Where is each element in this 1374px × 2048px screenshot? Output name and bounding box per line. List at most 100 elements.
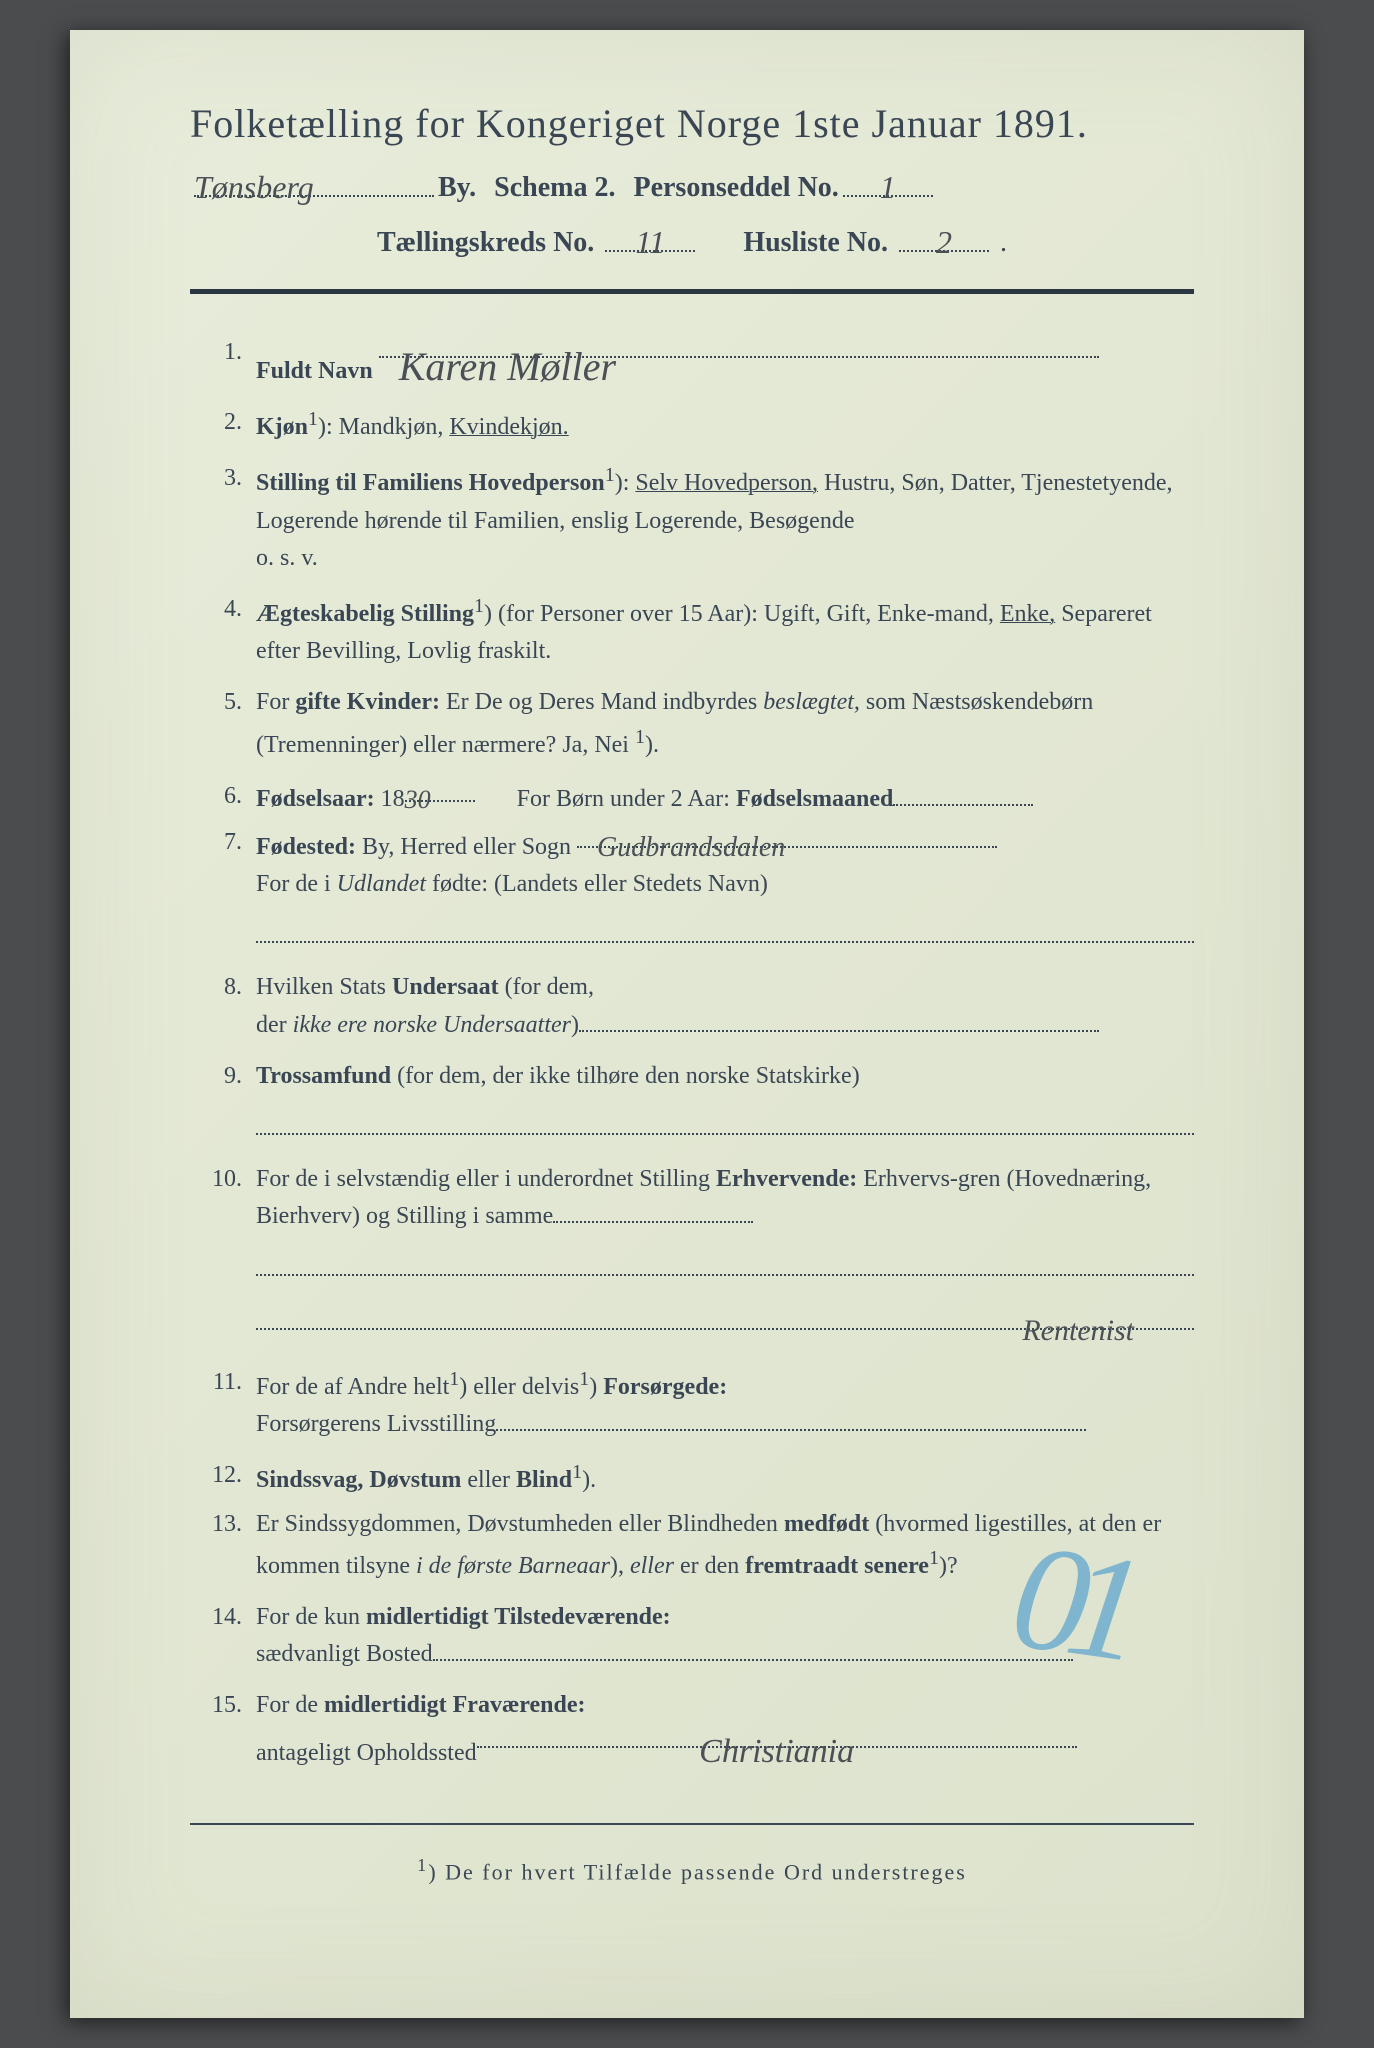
item-12: 12. Sindssvag, Døvstum eller Blind1). — [200, 1457, 1194, 1499]
header-line-3: Tællingskreds No. 11 Husliste No. 2 . — [190, 222, 1194, 259]
form-body: 1. Fuldt Navn Karen Møller 2. Kjøn1): Ma… — [190, 334, 1194, 1773]
item-1-num: 1. — [200, 334, 256, 371]
q6-b: For Børn under 2 Aar: — [517, 786, 736, 812]
item-13: 13. Er Sindssygdommen, Døvstumheden elle… — [200, 1506, 1194, 1585]
stilling-label: Stilling til Familiens Hovedperson — [256, 470, 605, 496]
city-field: Tønsberg — [194, 169, 434, 197]
q12-a: Sindssvag, Døvstum — [256, 1467, 461, 1493]
q14-a: For de kun — [256, 1604, 366, 1630]
footnote: 1) De for hvert Tilfælde passende Ord un… — [190, 1855, 1194, 1885]
item-14: 14. For de kun midlertidigt Tilstedevære… — [200, 1599, 1194, 1673]
q13-i: )? — [939, 1553, 958, 1579]
item-10-num: 10. — [200, 1161, 256, 1198]
q15-b: midlertidigt Fraværende: — [324, 1692, 586, 1718]
kreds-no: 11 — [605, 224, 695, 252]
q11-d: Forsørgede: — [603, 1374, 727, 1400]
q10-blank2 — [256, 1254, 1194, 1276]
item-11-num: 11. — [200, 1364, 256, 1401]
q12-b: eller — [461, 1467, 516, 1493]
main-title: Folketælling for Kongeriget Norge 1ste J… — [190, 100, 1194, 147]
q13-d: i de første Barneaar — [416, 1553, 610, 1579]
fodselsaar-value: 30 — [405, 780, 475, 802]
item-2-num: 2. — [200, 404, 256, 441]
q10-b: Erhvervende: — [716, 1166, 857, 1192]
q11-blank — [496, 1409, 1086, 1431]
q11-e: Forsørgerens Livsstilling — [256, 1411, 496, 1437]
fodselsaar-label: Fødselsaar: — [256, 786, 375, 812]
q15-a: For de — [256, 1692, 324, 1718]
item-4-num: 4. — [200, 591, 256, 628]
q11-c: ) — [589, 1374, 603, 1400]
stilling-a: ): — [615, 470, 636, 496]
footnote-rule — [190, 1823, 1194, 1825]
census-form-paper: Folketælling for Kongeriget Norge 1ste J… — [70, 30, 1304, 2018]
husliste-no: 2 — [899, 224, 989, 252]
footnote-sup: 1 — [417, 1855, 428, 1875]
q9-blank — [256, 1113, 1194, 1135]
q8-c: (for dem, — [499, 974, 594, 1000]
header-line-2: Tønsberg By. Schema 2. Personseddel No. … — [190, 167, 1194, 204]
kjon-text: ): Mandkjøn, — [318, 414, 449, 440]
header-rule — [190, 289, 1194, 294]
kjon-selected: Kvindekjøn. — [449, 414, 568, 440]
fuldt-navn-value: Karen Møller — [379, 336, 1099, 358]
q7-b: For de i — [256, 871, 337, 897]
item-10: 10. For de i selvstændig eller i underor… — [200, 1161, 1194, 1350]
q5-a: For — [256, 689, 295, 715]
q11-sup2: 1 — [579, 1368, 589, 1390]
kreds-label: Tællingskreds No. — [377, 227, 594, 258]
q8-e: ikke ere norske Undersaatter — [293, 1012, 571, 1038]
aegte-sup: 1 — [474, 595, 484, 617]
q14-blank — [433, 1639, 1073, 1661]
item-7-num: 7. — [200, 824, 256, 861]
q5-sup: 1 — [635, 726, 645, 748]
item-8: 8. Hvilken Stats Undersaat (for dem, der… — [200, 969, 1194, 1043]
q12-d: ). — [582, 1467, 596, 1493]
q7-d: fødte: (Landets eller Stedets Navn) — [426, 871, 768, 897]
q12-c: Blind — [516, 1467, 572, 1493]
q10-value: Rentenist — [256, 1308, 1194, 1330]
q6-c: Fødselsmaaned — [736, 786, 893, 812]
q10-blank1 — [553, 1201, 753, 1223]
q13-a: Er Sindssygdommen, Døvstumheden eller Bl… — [256, 1511, 784, 1537]
q8-blank — [579, 1010, 1099, 1032]
item-9-num: 9. — [200, 1058, 256, 1095]
q13-b: medfødt — [784, 1511, 869, 1537]
q5-d: beslægtet, — [763, 689, 860, 715]
q5-b: gifte Kvinder: — [295, 689, 440, 715]
item-3-num: 3. — [200, 460, 256, 497]
item-8-num: 8. — [200, 969, 256, 1006]
item-9: 9. Trossamfund (for dem, der ikke tilhør… — [200, 1058, 1194, 1147]
stilling-sup: 1 — [605, 464, 615, 486]
q13-g: er den — [674, 1553, 745, 1579]
husliste-label: Husliste No. — [743, 227, 888, 258]
item-12-num: 12. — [200, 1457, 256, 1494]
q14-b: midlertidigt Tilstedeværende: — [366, 1604, 671, 1630]
fodested-label: Fødested: — [256, 834, 356, 860]
q9-b: (for dem, der ikke tilhøre den norske St… — [391, 1063, 860, 1089]
stilling-osv: o. s. v. — [256, 540, 1194, 577]
item-13-num: 13. — [200, 1506, 256, 1543]
q7-a: By, Herred eller Sogn — [356, 834, 571, 860]
aegte-a: ) (for Personer over 15 Aar): Ugift, Gif… — [484, 601, 1000, 627]
q15-c: antageligt Opholdssted — [256, 1740, 477, 1766]
q13-f: eller — [630, 1553, 674, 1579]
fodested-value: Gudbrandsdalen — [577, 826, 997, 848]
fodselsaar-prefix: 18 — [375, 786, 405, 812]
stilling-selected: Selv Hovedperson, — [635, 470, 818, 496]
q10-a: For de i selvstændig eller i underordnet… — [256, 1166, 716, 1192]
q13-e: ), — [610, 1553, 630, 1579]
q8-a: Hvilken Stats — [256, 974, 392, 1000]
personseddel-label: Personseddel No. — [633, 172, 838, 204]
item-14-num: 14. — [200, 1599, 256, 1636]
item-1: 1. Fuldt Navn Karen Møller — [200, 334, 1194, 390]
item-5: 5. For gifte Kvinder: Er De og Deres Man… — [200, 684, 1194, 763]
item-15: 15. For de midlertidigt Fraværende: anta… — [200, 1687, 1194, 1772]
item-7: 7. Fødested: By, Herred eller Sogn Gudbr… — [200, 824, 1194, 956]
q8-d: der — [256, 1012, 293, 1038]
q15-value: Christiania — [477, 1726, 1077, 1748]
aegte-label: Ægteskabelig Stilling — [256, 601, 474, 627]
item-3: 3. Stilling til Familiens Hovedperson1):… — [200, 460, 1194, 577]
item-6: 6. Fødselsaar: 1830 For Børn under 2 Aar… — [200, 778, 1194, 818]
item-4: 4. Ægteskabelig Stilling1) (for Personer… — [200, 591, 1194, 670]
